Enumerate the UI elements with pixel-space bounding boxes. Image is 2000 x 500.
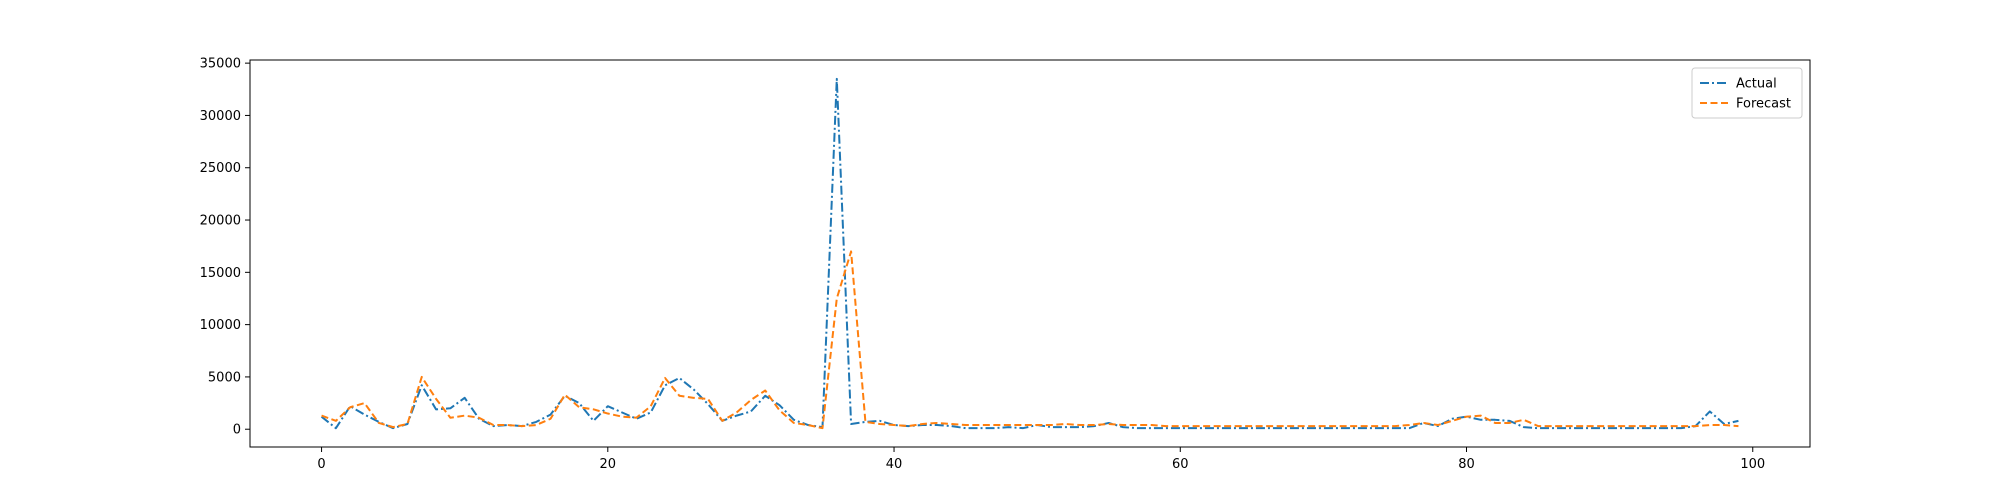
x-tick-label: 100: [1740, 457, 1765, 472]
y-tick-label: 35000: [200, 57, 241, 72]
y-tick-label: 30000: [200, 109, 241, 124]
x-tick-label: 60: [1172, 457, 1189, 472]
y-tick-label: 10000: [200, 318, 241, 333]
series-group: [320, 77, 1739, 430]
axes: 0 20 40 60 80 100 0 5000 10000 15000 20000 25000 300…: [200, 57, 1811, 472]
x-tick-label: 20: [600, 457, 617, 472]
x-tick-label: 40: [886, 457, 903, 472]
y-tick-label: 0: [233, 423, 241, 438]
legend-label-forecast: Forecast: [1736, 97, 1791, 112]
plot-area: [320, 77, 1739, 430]
series-line-forecast: [321, 250, 1739, 430]
y-tick-label: 15000: [200, 266, 241, 281]
y-tick-label: 20000: [200, 214, 241, 229]
legend: Actual Forecast: [1691, 67, 1803, 119]
legend-label-actual: Actual: [1736, 77, 1777, 92]
y-tick-label: 5000: [208, 370, 241, 385]
x-tick-label: 0: [317, 457, 325, 472]
legend-box: [1691, 67, 1803, 119]
x-tick-label: 80: [1458, 457, 1475, 472]
axes-frame: [249, 59, 1811, 448]
y-tick-label: 25000: [200, 161, 241, 176]
